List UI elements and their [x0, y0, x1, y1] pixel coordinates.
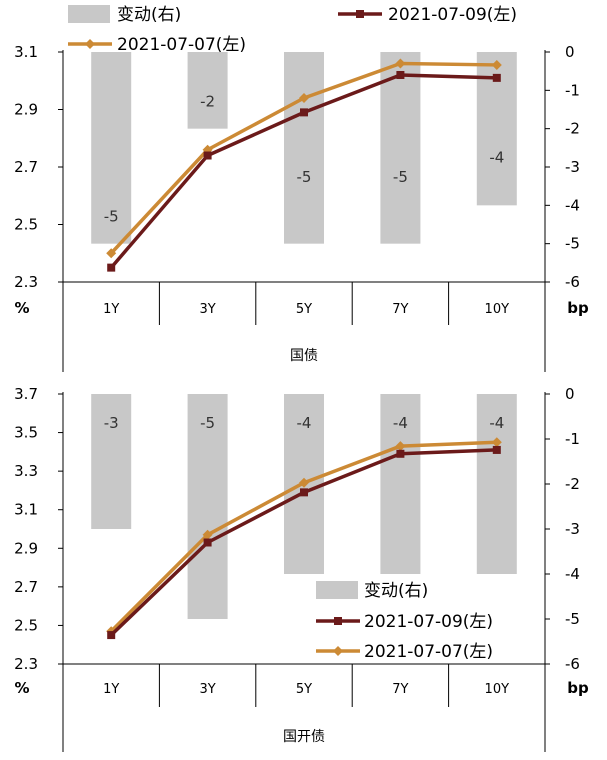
- square-marker: [300, 488, 308, 497]
- right-tick-label: -4: [565, 565, 580, 583]
- bar-1Y: [91, 52, 132, 244]
- category-label-3Y: 3Y: [199, 302, 215, 317]
- bar-3Y: [187, 52, 228, 129]
- square-marker: [107, 263, 116, 272]
- square-marker: [107, 631, 116, 640]
- right-tick-label: -3: [565, 520, 580, 538]
- bar-data-label: -4: [393, 414, 408, 432]
- diamond-marker: [395, 58, 406, 69]
- diamond-marker: [299, 93, 309, 103]
- bar-data-label: -5: [393, 168, 408, 186]
- bar-10Y: [476, 394, 517, 574]
- right-tick-label: -5: [565, 235, 580, 253]
- square-marker: [396, 449, 405, 458]
- right-tick-label: -5: [565, 610, 580, 628]
- legend-label: 变动(右): [364, 581, 428, 601]
- bar-3Y: [187, 394, 228, 619]
- diamond-marker: [106, 248, 117, 259]
- left-unit-label: %: [14, 679, 29, 697]
- left-tick-label: 3.5: [14, 424, 38, 442]
- bar-data-label: -4: [489, 149, 504, 167]
- legend-bar-swatch: [68, 5, 110, 23]
- category-label-5Y: 5Y: [296, 302, 312, 317]
- left-tick-label: 2.7: [14, 578, 38, 596]
- bar-data-label: -2: [200, 93, 215, 111]
- diamond-marker: [491, 59, 502, 70]
- right-unit-label: bp: [567, 679, 589, 697]
- category-label-7Y: 7Y: [392, 682, 408, 697]
- left-tick-label: 3.1: [14, 43, 38, 61]
- x-axis-title: 国开债: [283, 729, 325, 745]
- treasury-bond-panel: -5 -2 -5 -5 -4 3.1 2.9 2.7 2.5 2.3 0 -1 -2 -3 -4 -5 -6 1Y…: [14, 5, 589, 372]
- category-label-10Y: 10Y: [485, 682, 510, 697]
- right-tick-label: -3: [565, 158, 580, 176]
- right-tick-label: -2: [565, 120, 580, 138]
- legend-diamond-marker: [333, 646, 343, 656]
- x-axis-title: 国债: [290, 348, 318, 364]
- bar-data-label: -4: [297, 414, 312, 432]
- right-tick-label: -1: [565, 430, 580, 448]
- category-label-1Y: 1Y: [103, 682, 119, 697]
- category-label-5Y: 5Y: [296, 682, 312, 697]
- bar-data-label: -4: [489, 414, 504, 432]
- right-tick-label: -6: [565, 273, 580, 291]
- bar-5Y: [284, 52, 324, 244]
- legend-label: 2021-07-07(左): [117, 35, 246, 55]
- cdb-bond-panel: -3 -5 -4 -4 -4 3.7 3.5 3.3 3.1 2.9 2.7 2.5 2.3 0 -1 -2 -…: [14, 385, 589, 752]
- category-label-10Y: 10Y: [485, 302, 510, 317]
- legend-bar-swatch: [316, 581, 358, 599]
- bar-data-label: -5: [200, 414, 215, 432]
- legend-label: 2021-07-07(左): [364, 642, 493, 662]
- diamond-marker: [299, 477, 309, 488]
- diamond-marker: [395, 441, 406, 452]
- left-tick-label: 2.3: [14, 273, 38, 291]
- left-tick-label: 2.9: [14, 101, 38, 119]
- left-tick-label: 2.5: [14, 216, 38, 234]
- square-marker: [203, 151, 212, 160]
- right-tick-label: -1: [565, 81, 580, 99]
- left-tick-label: 3.3: [14, 462, 38, 480]
- legend-label: 2021-07-09(左): [364, 612, 493, 632]
- left-unit-label: %: [14, 299, 29, 317]
- bar-7Y: [380, 52, 421, 244]
- left-tick-label: 2.3: [14, 655, 38, 673]
- category-label-7Y: 7Y: [392, 302, 408, 317]
- legend-square-marker: [356, 10, 364, 18]
- square-marker: [492, 73, 501, 82]
- diamond-marker: [202, 529, 213, 540]
- right-tick-label: 0: [565, 43, 575, 61]
- right-tick-label: -2: [565, 475, 580, 493]
- left-tick-label: 2.5: [14, 616, 38, 634]
- left-tick-label: 2.9: [14, 539, 38, 557]
- legend-square-marker: [334, 617, 342, 625]
- bar-7Y: [380, 394, 421, 574]
- left-tick-label: 3.7: [14, 385, 38, 403]
- category-label-3Y: 3Y: [199, 682, 215, 697]
- left-tick-label: 2.7: [14, 158, 38, 176]
- bar-data-label: -5: [297, 168, 312, 186]
- legend-label: 2021-07-09(左): [388, 5, 517, 25]
- square-marker: [492, 445, 501, 454]
- right-tick-label: -6: [565, 655, 580, 673]
- right-tick-label: 0: [565, 385, 575, 403]
- bar-data-label: -5: [104, 208, 119, 226]
- bar-data-label: -3: [104, 414, 119, 432]
- legend-diamond-marker: [85, 39, 95, 49]
- square-marker: [300, 108, 308, 117]
- bar-1Y: [91, 394, 132, 529]
- square-marker: [396, 71, 405, 79]
- category-label-1Y: 1Y: [103, 302, 119, 317]
- square-marker: [203, 538, 212, 547]
- right-tick-label: -4: [565, 196, 580, 214]
- diamond-marker: [491, 437, 502, 448]
- left-tick-label: 3.1: [14, 501, 38, 519]
- legend-label: 变动(右): [117, 5, 181, 25]
- right-unit-label: bp: [567, 299, 589, 317]
